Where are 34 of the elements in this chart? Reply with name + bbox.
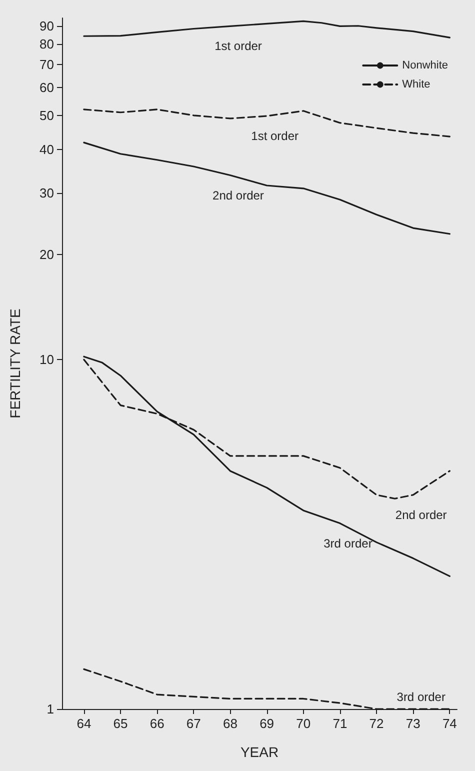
x-tick-label: 74	[442, 716, 457, 731]
x-tick-label: 66	[150, 716, 164, 731]
legend-label: White	[402, 78, 430, 90]
y-tick-label: 80	[40, 36, 54, 52]
annotation: 3rd order	[324, 536, 372, 550]
x-tick-label: 67	[186, 716, 201, 731]
line-series	[83, 142, 450, 235]
line-series	[83, 356, 450, 577]
annotation: 3rd order	[396, 690, 446, 704]
x-tick-label: 73	[406, 716, 420, 731]
annotation: 1st order	[214, 39, 262, 54]
annotation: 2nd order	[212, 188, 264, 202]
y-tick-label: 70	[40, 56, 54, 72]
annotation: 1st order	[251, 129, 298, 143]
y-tick-label: 1	[46, 702, 54, 716]
x-axis-title: YEAR	[240, 744, 279, 760]
y-tick-label: 40	[40, 142, 54, 157]
y-tick-label: 30	[40, 185, 54, 200]
x-tick-label: 69	[260, 716, 274, 731]
x-tick-label: 72	[369, 716, 384, 731]
legend-label: Nonwhite	[402, 60, 448, 72]
x-tick-label: 70	[296, 716, 311, 731]
y-tick-label: 90	[40, 18, 54, 34]
x-tick-label: 65	[113, 716, 128, 731]
x-tick-label: 71	[332, 716, 348, 731]
y-tick-label: 60	[40, 80, 54, 96]
y-tick-label: 10	[40, 352, 54, 368]
x-tick-label: 64	[76, 716, 92, 731]
line-series	[83, 20, 450, 38]
x-tick-label: 68	[223, 716, 238, 731]
y-tick-label: 20	[40, 246, 54, 262]
y-axis-title: FERTILITY RATE	[7, 308, 23, 418]
y-tick-label: 50	[40, 108, 54, 123]
annotation: 2nd order	[395, 508, 447, 522]
